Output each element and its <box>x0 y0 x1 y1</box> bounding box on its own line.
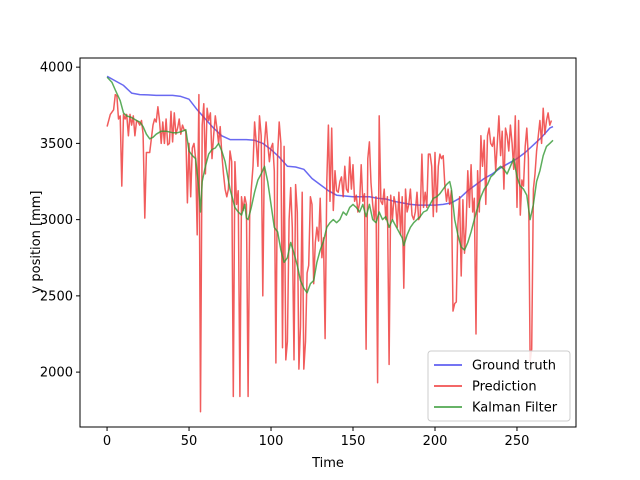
y-axis: 2000 2500 3000 3500 4000 <box>40 61 80 381</box>
x-tick-label: 200 <box>423 434 448 449</box>
legend-label-prediction: Prediction <box>472 380 537 395</box>
x-tick-label: 250 <box>505 434 530 449</box>
y-tick-label: 3500 <box>40 137 73 152</box>
series-layer <box>106 75 554 413</box>
legend-box <box>427 350 571 422</box>
series-line-prediction <box>106 93 553 413</box>
y-tick-label: 4000 <box>40 61 73 76</box>
y-tick-label: 3000 <box>40 213 73 228</box>
y-axis-label: y position [mm] <box>29 191 44 294</box>
x-tick-label: 50 <box>181 434 198 449</box>
legend-label-kalman-filter: Kalman Filter <box>472 401 558 416</box>
x-axis-label: Time <box>311 456 344 471</box>
x-tick-label: 100 <box>259 434 284 449</box>
x-axis: 0 50 100 150 200 250 <box>103 427 529 449</box>
plot-frame <box>79 57 577 428</box>
x-tick-label: 0 <box>103 434 111 449</box>
legend: Ground truth Prediction Kalman Filter <box>427 350 571 422</box>
series-line-kalman-filter <box>106 76 554 294</box>
legend-label-ground-truth: Ground truth <box>472 359 556 374</box>
y-tick-label: 2000 <box>40 366 73 381</box>
x-tick-label: 150 <box>341 434 366 449</box>
y-tick-label: 2500 <box>40 289 73 304</box>
